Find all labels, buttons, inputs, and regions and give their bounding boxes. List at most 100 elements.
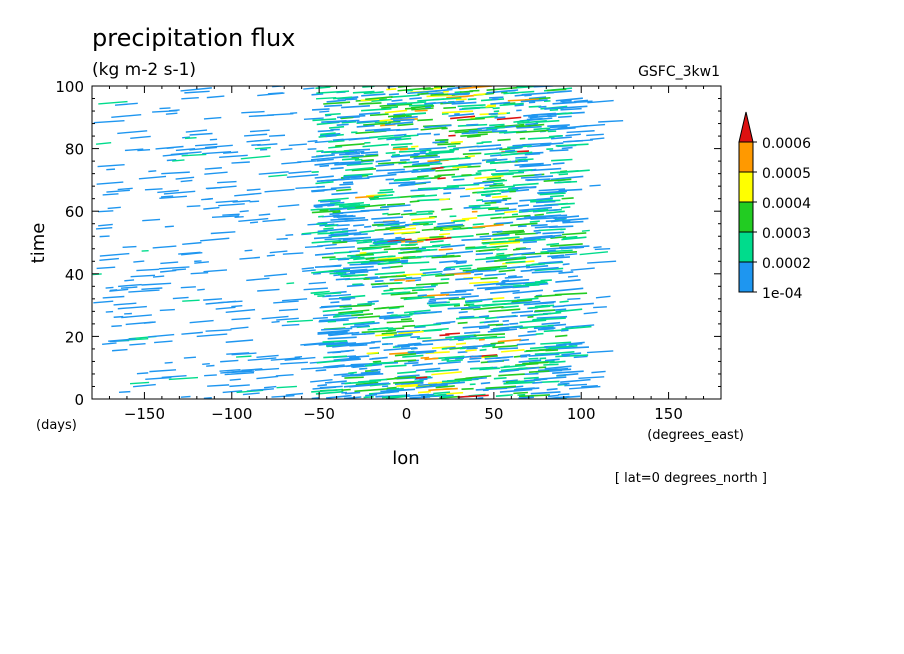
field-streak	[457, 321, 468, 325]
field-streak	[332, 351, 341, 354]
field-streak	[458, 310, 468, 314]
field-streak	[452, 165, 468, 169]
field-streak	[246, 188, 261, 191]
field-streak	[236, 355, 252, 358]
field-streak	[442, 379, 472, 383]
field-streak	[317, 331, 348, 335]
field-streak	[456, 117, 485, 122]
field-streak	[569, 385, 601, 390]
field-streak	[507, 265, 531, 269]
field-streak	[442, 100, 465, 104]
field-streak	[316, 121, 340, 126]
field-streak	[350, 270, 369, 274]
field-streak	[431, 371, 462, 376]
field-streak	[590, 137, 605, 141]
field-streak	[319, 223, 335, 227]
field-streak	[344, 376, 364, 379]
field-streak	[502, 319, 510, 323]
field-streak	[466, 347, 478, 350]
field-streak	[520, 269, 532, 272]
field-streak	[534, 309, 556, 312]
field-streak	[376, 168, 405, 172]
field-streak	[315, 180, 334, 185]
field-streak	[417, 98, 445, 102]
field-streak	[231, 305, 243, 308]
colorbar-label: 1e-04	[762, 286, 802, 302]
field-streak	[562, 100, 593, 104]
field-streak	[445, 264, 473, 269]
field-streak	[261, 315, 289, 320]
field-streak	[409, 200, 420, 203]
field-streak	[537, 190, 568, 194]
field-streak	[531, 224, 548, 227]
field-streak	[384, 238, 412, 242]
field-streak	[375, 163, 395, 167]
field-streak	[414, 109, 428, 112]
field-streak	[515, 156, 528, 159]
field-streak	[501, 278, 530, 283]
field-streak	[498, 326, 523, 330]
field-streak	[327, 332, 354, 336]
field-streak	[148, 170, 157, 173]
field-streak	[517, 225, 527, 228]
field-streak	[559, 245, 590, 249]
field-streak	[422, 338, 452, 343]
field-streak	[564, 383, 587, 387]
field-streak	[578, 376, 605, 380]
field-streak	[486, 177, 502, 180]
field-streak	[428, 149, 455, 153]
field-streak	[203, 269, 228, 273]
field-streak	[501, 305, 519, 309]
field-streak	[543, 178, 572, 182]
field-streak	[401, 161, 413, 165]
field-streak	[446, 391, 464, 395]
field-streak	[407, 296, 435, 300]
field-streak	[334, 162, 362, 166]
field-streak	[332, 241, 348, 244]
field-streak	[487, 360, 503, 363]
field-streak	[443, 268, 456, 271]
field-streak	[441, 358, 450, 361]
field-streak	[186, 205, 201, 208]
field-streak	[444, 267, 452, 270]
field-streak	[461, 131, 478, 135]
field-streak	[511, 299, 533, 303]
field-streak	[147, 333, 175, 338]
field-streak	[483, 320, 499, 324]
field-streak	[515, 158, 527, 162]
field-streak	[558, 115, 572, 119]
field-streak	[316, 96, 337, 100]
field-streak	[458, 162, 482, 166]
field-streak	[398, 330, 424, 335]
field-streak	[343, 173, 373, 177]
field-streak	[474, 273, 483, 276]
field-streak	[371, 356, 388, 360]
field-streak	[358, 112, 381, 116]
field-streak	[349, 148, 371, 152]
field-streak	[363, 396, 374, 399]
field-streak	[473, 333, 506, 337]
field-streak	[377, 305, 405, 310]
field-streak	[535, 332, 544, 335]
field-streak	[203, 298, 223, 301]
axes: −150 −100 −50 0 50 100 150 0 20 40 60 80 100	[55, 78, 722, 423]
field-streak	[367, 327, 389, 331]
field-streak	[468, 129, 488, 133]
field-streak	[183, 356, 197, 359]
field-streak	[396, 329, 421, 333]
field-streak	[203, 397, 212, 399]
field-streak	[200, 237, 230, 242]
field-streak	[310, 290, 330, 295]
field-streak	[361, 107, 392, 112]
field-streak	[447, 145, 456, 148]
field-streak	[355, 195, 375, 199]
field-streak	[269, 134, 286, 137]
field-streak	[420, 356, 430, 359]
field-streak	[490, 289, 520, 294]
field-streak	[553, 287, 584, 293]
field-streak	[507, 275, 517, 278]
field-streak	[534, 304, 555, 308]
field-streak	[516, 342, 536, 346]
field-streak	[106, 189, 130, 193]
field-streak	[345, 150, 365, 154]
